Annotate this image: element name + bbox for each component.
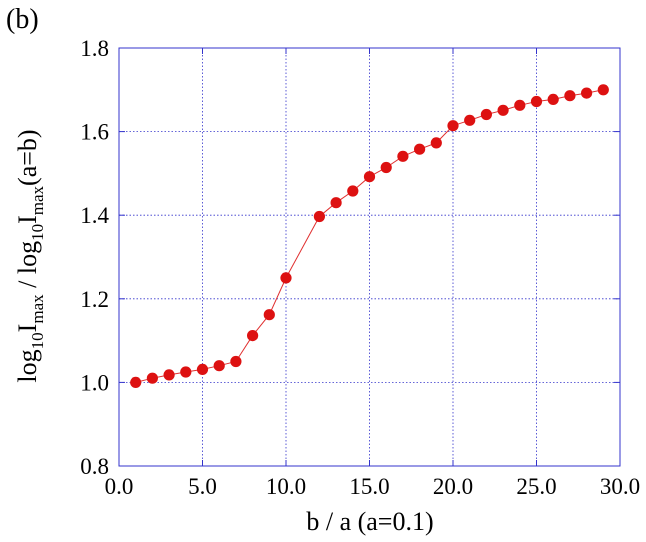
y-tick-label: 1.8 [80, 36, 109, 61]
data-point [514, 99, 526, 111]
x-tick-label: 30.0 [600, 474, 640, 499]
data-point [146, 372, 158, 384]
data-point [380, 161, 392, 174]
x-tick-label: 0.0 [105, 474, 134, 499]
tick-labels: 0.0 5.0 10.0 15.0 20.0 25.0 30.0 0.8 1.0 1.2 1.4 1.… [80, 36, 640, 499]
grid [119, 48, 620, 466]
plot-frame [118, 47, 621, 467]
x-tick-label: 15.0 [349, 474, 389, 499]
data-point [530, 95, 543, 108]
data-point [497, 104, 509, 116]
data-point [313, 210, 325, 223]
data-point [163, 369, 175, 381]
x-tick-label: 5.0 [188, 474, 217, 499]
data-point [430, 137, 442, 149]
x-tick-label: 20.0 [433, 474, 473, 499]
data-point [280, 272, 292, 284]
data-point [597, 84, 609, 96]
y-axis-title: log10Imax / log10Imax(a=b) [13, 129, 47, 382]
data-point [247, 330, 259, 342]
data-point [480, 108, 492, 121]
x-tick-label: 10.0 [266, 474, 306, 499]
data-point [464, 114, 476, 126]
y-tick-label: 1.2 [80, 287, 109, 312]
panel-label: (b) [6, 4, 39, 35]
data-point [581, 87, 593, 99]
data-point [363, 171, 376, 183]
data-point [213, 360, 225, 372]
y-tick-label: 1.6 [80, 120, 109, 145]
y-tick-label: 0.8 [80, 454, 109, 479]
y-tick-label: 1.4 [80, 203, 109, 228]
ticks [118, 47, 621, 467]
data-point [196, 363, 209, 375]
data-point [180, 366, 192, 378]
x-axis-title: b / a (a=0.1) [306, 507, 433, 536]
data-point [564, 90, 576, 102]
data-point [230, 355, 242, 368]
data-point [447, 120, 459, 132]
data-point [397, 150, 409, 162]
series-line [135, 89, 604, 383]
x-tick-label: 25.0 [516, 474, 556, 499]
data-point [263, 309, 275, 321]
data-point [547, 93, 559, 105]
data-point [414, 143, 426, 155]
data-point [330, 197, 342, 209]
data-point [130, 376, 142, 388]
y-tick-label: 1.0 [80, 370, 109, 395]
data-point [347, 185, 359, 197]
data-points [130, 84, 609, 388]
